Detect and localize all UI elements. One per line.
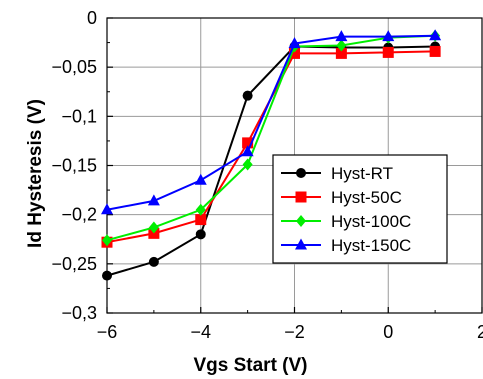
data-point-hyst-150c: [147, 194, 160, 206]
y-tick-label: −0,3: [61, 303, 97, 323]
data-point-hyst-50c: [429, 45, 441, 57]
x-tick-label: −2: [284, 322, 305, 342]
data-point-hyst-50c: [289, 47, 300, 59]
data-point-hyst-rt: [242, 90, 253, 101]
data-point-hyst-50c: [195, 214, 207, 226]
data-point-hyst-100c: [102, 234, 112, 247]
y-axis-title: Id Hysteresis (V): [25, 99, 46, 248]
data-point-hyst-150c: [101, 203, 113, 215]
legend-marker-hyst-100c: [296, 215, 306, 227]
data-point-hyst-rt: [195, 229, 206, 240]
y-tick-label: −0,25: [51, 254, 97, 274]
x-tick-labels: −6 −4 −2 0 2: [97, 322, 483, 342]
y-tick-label: −0,2: [61, 205, 97, 225]
data-point-hyst-100c: [148, 221, 159, 234]
legend-label-hyst-100c: Hyst-100C: [331, 212, 411, 231]
legend-label-hyst-50c: Hyst-50C: [331, 188, 402, 207]
legend-label-hyst-rt: Hyst-RT: [331, 164, 393, 183]
data-point-hyst-rt: [102, 270, 112, 281]
data-point-hyst-50c: [242, 137, 254, 149]
y-tick-labels: 0 −0,05 −0,1 −0,15 −0,2 −0,25 −0,3: [51, 8, 97, 323]
data-point-hyst-150c: [241, 145, 254, 157]
x-axis-title: Vgs Start (V): [193, 355, 307, 376]
data-point-hyst-rt: [148, 256, 159, 267]
y-tick-label: −0,05: [51, 57, 97, 77]
data-point-hyst-100c: [336, 39, 347, 52]
data-point-hyst-150c: [194, 173, 207, 185]
data-point-hyst-150c: [288, 37, 301, 49]
series-line-hyst-rt: [106, 45, 436, 277]
data-point-hyst-150c: [429, 29, 442, 41]
data-point-hyst-100c: [195, 203, 206, 216]
axis-ticks: [106, 17, 483, 314]
series-line-hyst-150c: [106, 34, 436, 211]
legend-marker-hyst-rt: [296, 168, 306, 178]
y-tick-label: −0,15: [51, 156, 97, 176]
legend-label-hyst-150c: Hyst-150C: [331, 236, 411, 255]
series-group: [101, 29, 442, 281]
x-tick-label: −6: [97, 322, 118, 342]
data-point-hyst-150c: [382, 30, 395, 42]
legend: Hyst-RT Hyst-50C Hyst-100C Hyst-150C: [272, 154, 448, 264]
legend-marker-hyst-150c: [295, 238, 307, 250]
data-point-hyst-150c: [335, 30, 348, 42]
x-tick-label: 2: [477, 322, 483, 342]
y-tick-label: 0: [87, 8, 97, 28]
data-point-hyst-100c: [242, 158, 253, 171]
x-tick-label: −4: [190, 322, 211, 342]
legend-marker-hyst-50c: [295, 191, 307, 203]
data-point-hyst-50c: [335, 47, 347, 59]
series-line-hyst-100c: [106, 34, 436, 242]
data-point-hyst-50c: [382, 46, 394, 58]
y-tick-label: −0,1: [61, 106, 97, 126]
series-hyst-150c: [101, 29, 442, 215]
x-tick-label: 0: [383, 322, 393, 342]
